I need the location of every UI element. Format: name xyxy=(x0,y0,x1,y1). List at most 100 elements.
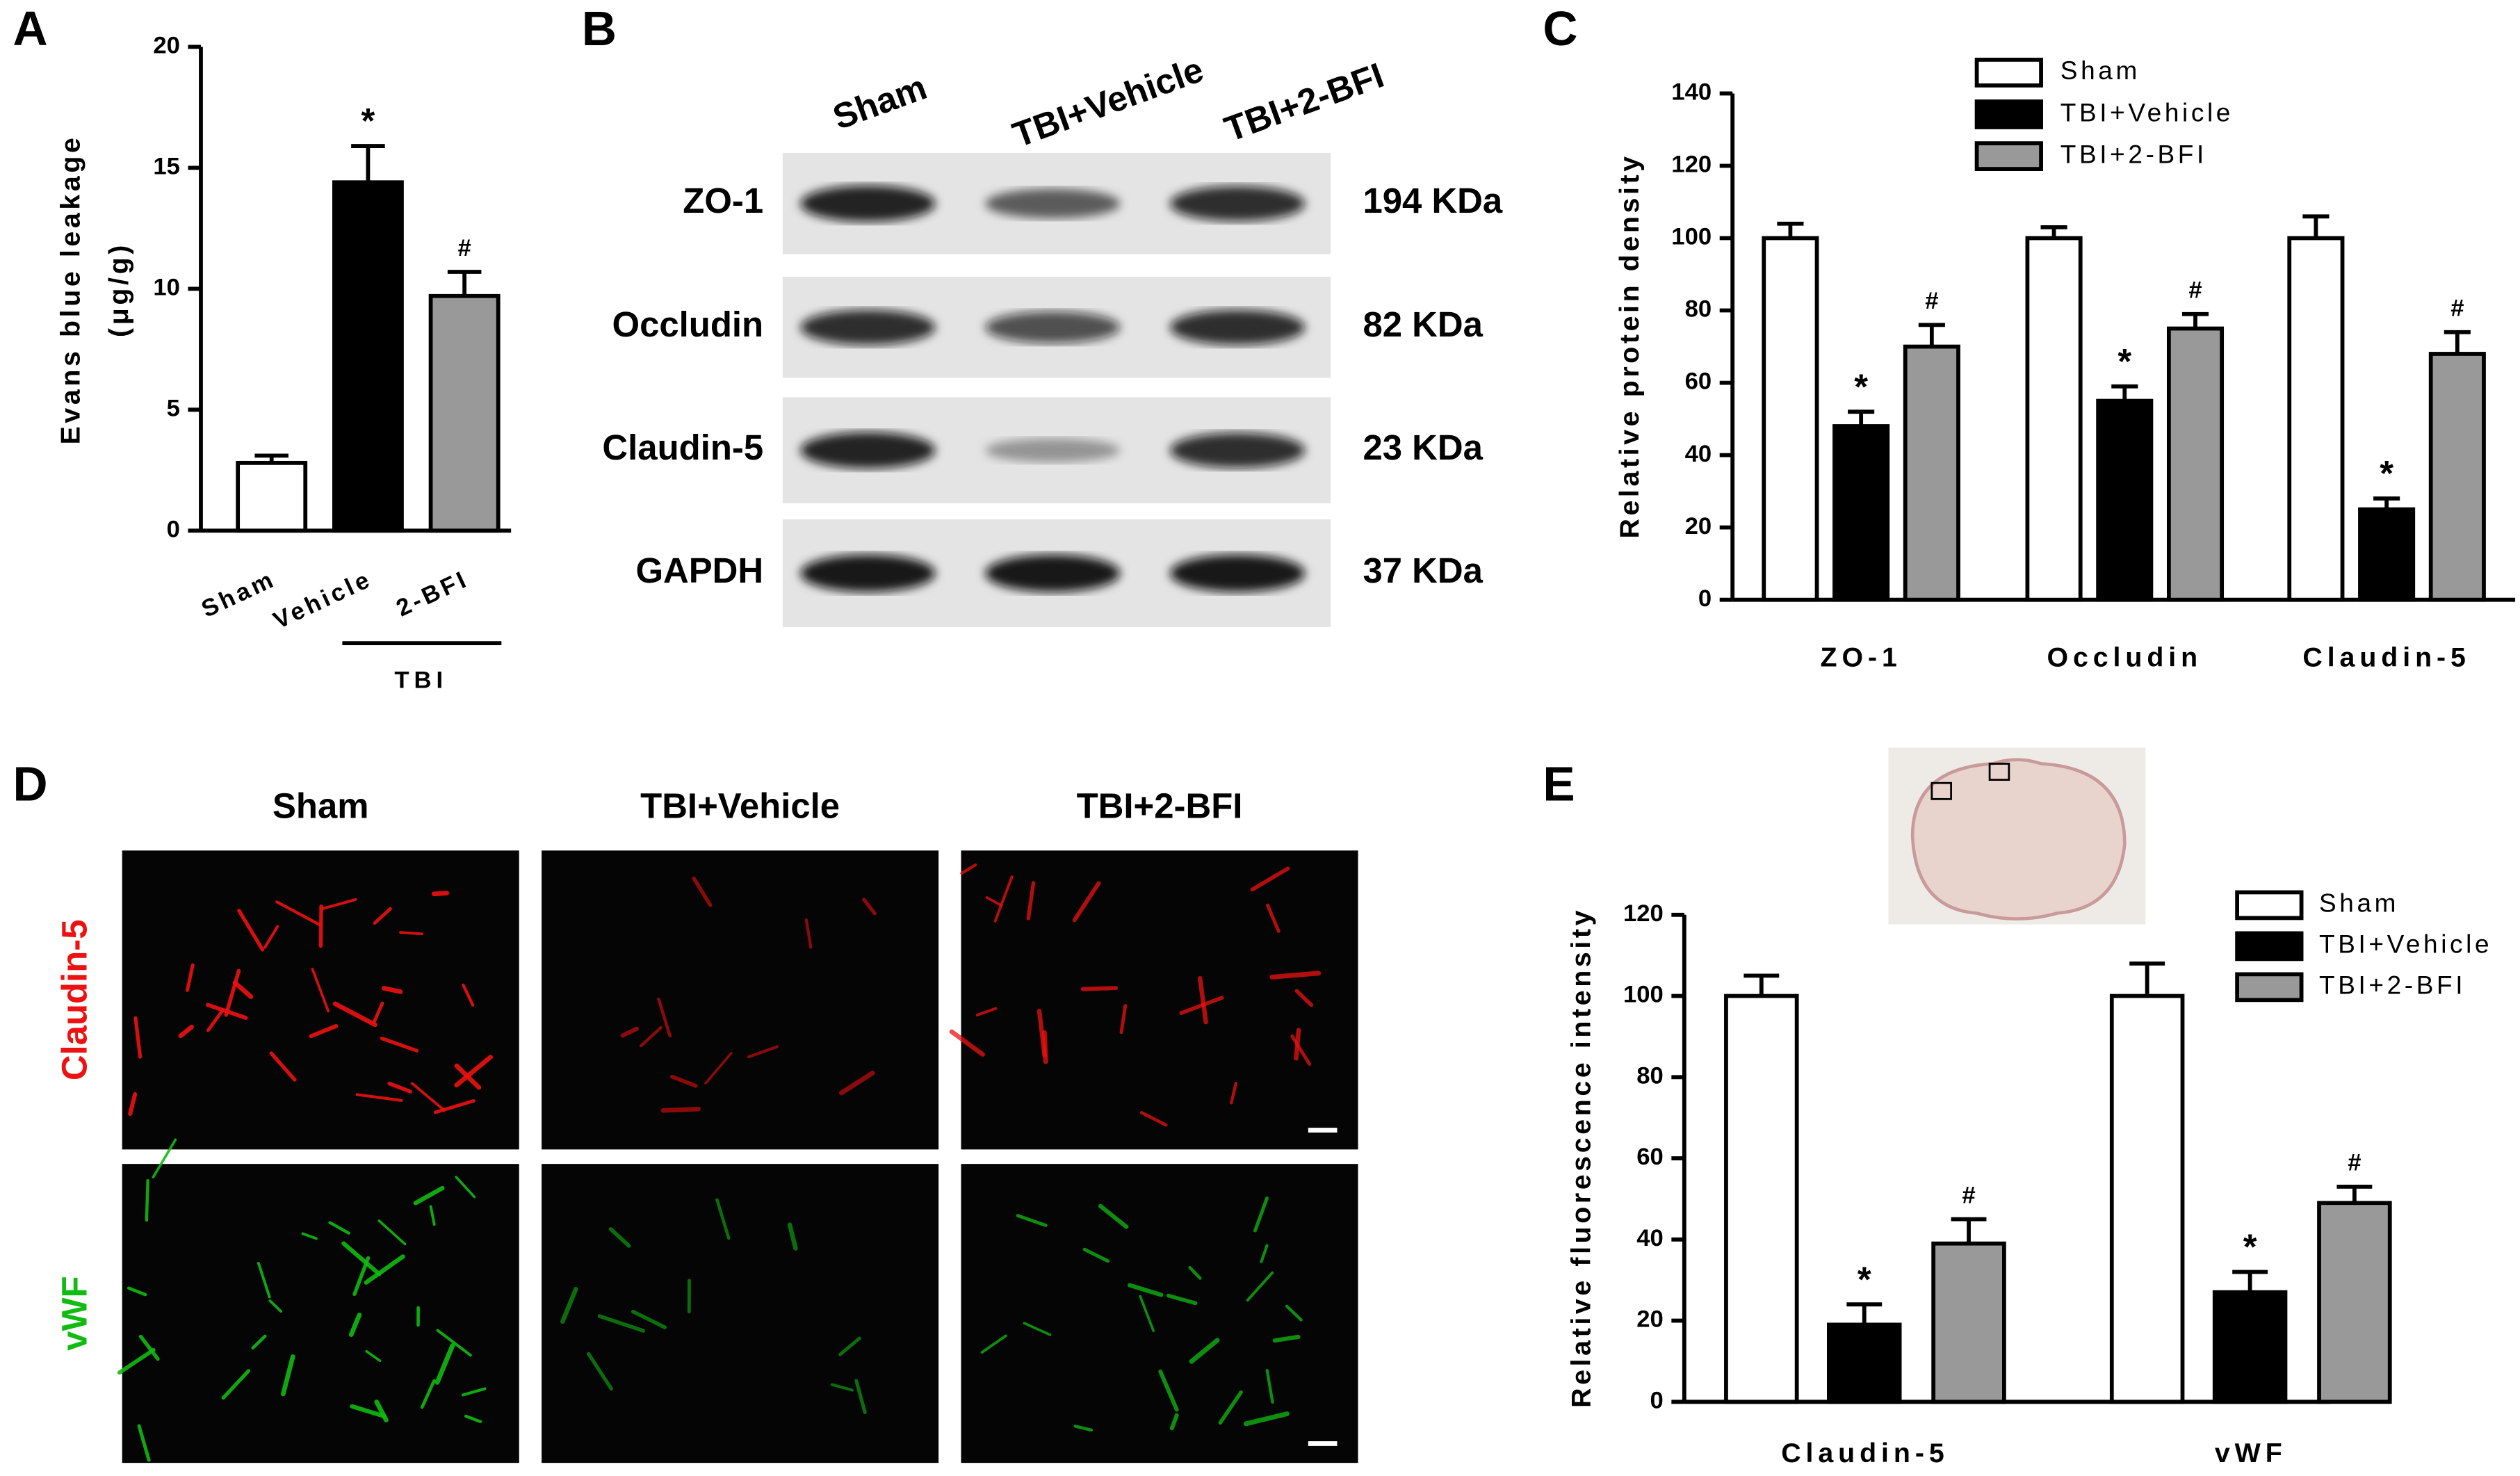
micrograph xyxy=(122,850,519,1150)
vessel xyxy=(232,980,254,999)
blot-band xyxy=(1170,186,1306,222)
significance-marker: # xyxy=(1962,1182,1975,1208)
legend-label: TBI+2-BFI xyxy=(2319,971,2466,1000)
bar xyxy=(1762,236,1819,602)
vessel xyxy=(455,1176,476,1199)
significance-marker: # xyxy=(2188,277,2202,304)
vessel xyxy=(1169,1413,1179,1431)
panel-letter: B xyxy=(582,1,617,56)
legend-swatch xyxy=(2235,890,2304,921)
vessel xyxy=(1073,1425,1094,1432)
x-tick-label: Sham xyxy=(197,566,279,623)
vessel xyxy=(128,1092,138,1117)
significance-marker: # xyxy=(2450,295,2464,322)
legend-label: Sham xyxy=(2060,56,2140,85)
bar xyxy=(1724,994,1799,1404)
panel-letter: E xyxy=(1543,756,1575,811)
y-axis-label: Relative fluorescence intensity xyxy=(1566,907,1597,1408)
vessel xyxy=(433,1098,475,1114)
vessel xyxy=(387,1081,412,1094)
vessel xyxy=(321,898,357,910)
x-tick-label: Vehicle xyxy=(270,566,377,635)
vessel xyxy=(1016,1214,1048,1227)
significance-marker: * xyxy=(1854,366,1868,406)
vessel xyxy=(1139,1295,1155,1332)
y-axis-label: (μg/g) xyxy=(104,242,134,337)
vessel xyxy=(1082,1247,1110,1263)
vessel xyxy=(949,1029,985,1057)
column-label: Sham xyxy=(273,786,368,826)
significance-marker: * xyxy=(361,101,375,140)
y-tick-label: 120 xyxy=(1671,152,1712,178)
bar xyxy=(2428,352,2486,602)
vessel xyxy=(413,1185,445,1206)
vessel xyxy=(862,898,877,916)
lane-label: Sham xyxy=(828,67,932,137)
bar xyxy=(2166,326,2225,602)
legend-label: Sham xyxy=(2319,889,2399,918)
vessel xyxy=(117,1347,156,1375)
vessel xyxy=(715,1198,731,1240)
vessel xyxy=(1189,1338,1220,1364)
lane-label: TBI+2-BFI xyxy=(1219,55,1389,149)
vessel xyxy=(1253,1196,1269,1233)
legend-label: TBI+Vehicle xyxy=(2319,930,2492,959)
vessel xyxy=(620,1026,639,1038)
vessel xyxy=(431,891,450,897)
size-label: 194 KDa xyxy=(1363,181,1502,220)
y-tick-label: 0 xyxy=(167,516,180,542)
vessel xyxy=(1037,1009,1047,1058)
bar xyxy=(2212,1290,2288,1404)
y-axis-label: Evans blue leakage xyxy=(55,135,86,445)
vessel xyxy=(1127,1283,1164,1297)
column-label: TBI+2-BFI xyxy=(1077,786,1243,826)
vessel xyxy=(1266,903,1281,933)
x-tick-label: Claudin-5 xyxy=(2302,642,2470,673)
vessel xyxy=(206,1003,248,1020)
bar xyxy=(2025,236,2083,602)
vessel xyxy=(747,1045,779,1059)
vessel xyxy=(365,1349,382,1363)
vessel xyxy=(464,1414,482,1423)
panel-letter: A xyxy=(13,1,47,56)
protein-label: ZO-1 xyxy=(683,181,763,220)
blot-band xyxy=(800,554,936,592)
blot-band xyxy=(985,188,1121,219)
size-label: 82 KDa xyxy=(1363,305,1483,344)
significance-marker: * xyxy=(2380,453,2393,493)
vessel xyxy=(975,1007,998,1016)
vessel xyxy=(657,997,672,1038)
y-tick-label: 100 xyxy=(1623,982,1664,1008)
vessel xyxy=(960,863,977,875)
vessel xyxy=(178,1024,194,1039)
vessel xyxy=(221,1369,251,1400)
vessel xyxy=(186,963,195,992)
protein-label: GAPDH xyxy=(635,551,763,590)
legend-swatch xyxy=(2235,931,2304,962)
vessel xyxy=(373,907,392,925)
x-tick-label: Claudin-5 xyxy=(1781,1438,1949,1468)
legend-swatch xyxy=(1974,141,2043,171)
row-label: vWF xyxy=(54,1276,94,1350)
blot-band xyxy=(1170,432,1306,468)
column-label: TBI+Vehicle xyxy=(640,786,840,826)
brain-photo xyxy=(1888,747,2146,925)
vessel xyxy=(301,1232,318,1240)
blot-band xyxy=(1170,554,1306,592)
vessel xyxy=(399,931,423,936)
blot-band xyxy=(985,311,1121,343)
vessel xyxy=(985,895,1003,907)
vessel xyxy=(309,1023,339,1039)
vessel xyxy=(692,876,713,907)
x-tick-label: Occludin xyxy=(2047,642,2202,673)
vessel xyxy=(1285,1304,1303,1322)
vessel xyxy=(311,967,330,1013)
vessel xyxy=(669,1074,698,1088)
vessel xyxy=(1188,1266,1202,1280)
vessel xyxy=(1179,996,1224,1015)
vessel xyxy=(1166,1293,1198,1306)
vessel xyxy=(364,1254,405,1285)
x-tick-label: 2-BFI xyxy=(392,566,473,622)
size-label: 37 KDa xyxy=(1363,551,1483,590)
bar xyxy=(2109,994,2185,1404)
